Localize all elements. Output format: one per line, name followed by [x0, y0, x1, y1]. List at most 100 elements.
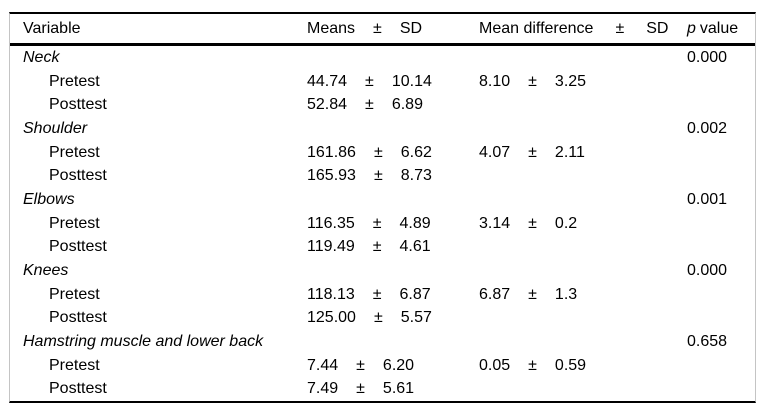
- variable-group-name: Shoulder: [23, 119, 88, 137]
- mean-difference-value: 8.10: [479, 72, 511, 90]
- row-label: Pretest: [49, 143, 100, 161]
- row-label: Posttest: [49, 96, 107, 114]
- measurement-row: Pretest 118.13 ± 6.87 6.87 ± 1.3: [10, 283, 755, 307]
- plus-minus-symbol: ±: [365, 72, 374, 90]
- mean-value: 44.74: [307, 72, 348, 90]
- row-label: Pretest: [49, 285, 100, 303]
- plus-minus-symbol: ±: [373, 19, 382, 37]
- p-value: 0.001: [687, 190, 728, 208]
- means-cell: 118.13 ± 6.87: [307, 286, 479, 304]
- sd-value: 5.61: [382, 380, 415, 398]
- difference-cell: 4.07 ± 2.11: [479, 144, 687, 162]
- difference-cell: 8.10 ± 3.25: [479, 73, 687, 91]
- row-label: Posttest: [49, 380, 107, 398]
- difference-sd-value: 1.3: [554, 285, 578, 303]
- difference-sd-value: 0.59: [554, 356, 587, 374]
- variable-group-name: Knees: [23, 262, 69, 280]
- measurement-row: Pretest 7.44 ± 6.20 0.05 ± 0.59: [10, 354, 755, 378]
- sd-value: 6.62: [400, 143, 432, 161]
- means-cell: 119.49 ± 4.61: [307, 238, 479, 256]
- mean-difference-value: 4.07: [479, 143, 511, 161]
- variable-group-row: Shoulder 0.002: [10, 117, 755, 141]
- sd-value: 6.20: [382, 356, 415, 374]
- difference-sd-value: 0.2: [554, 214, 578, 232]
- means-cell: 7.44 ± 6.20: [307, 357, 479, 375]
- p-value: 0.002: [687, 119, 728, 137]
- variable-group-name: Neck: [23, 48, 60, 66]
- p-symbol: p: [687, 19, 696, 37]
- mean-difference-value: 3.14: [479, 214, 511, 232]
- p-value: 0.000: [687, 48, 728, 66]
- measurement-row: Posttest 52.84 ± 6.89: [10, 93, 755, 117]
- difference-sd-value: 2.11: [554, 143, 585, 161]
- plus-minus-symbol: ±: [528, 72, 537, 90]
- variable-group-row: Neck 0.000: [10, 46, 755, 70]
- measurement-row: Pretest 44.74 ± 10.14 8.10 ± 3.25: [10, 70, 755, 94]
- sd-value: 8.73: [400, 167, 432, 185]
- means-cell: 165.93 ± 8.73: [307, 167, 479, 185]
- plus-minus-symbol: ±: [528, 214, 537, 232]
- sd-value: 6.89: [391, 96, 423, 114]
- sd-value: 5.57: [400, 309, 432, 327]
- means-cell: 44.74 ± 10.14: [307, 73, 479, 91]
- row-label: Posttest: [49, 167, 107, 185]
- measurement-row: Pretest 161.86 ± 6.62 4.07 ± 2.11: [10, 141, 755, 165]
- sd-header-label: SD: [646, 19, 669, 37]
- variable-group-name: Hamstring muscle and lower back: [23, 333, 264, 351]
- plus-minus-symbol: ±: [372, 285, 382, 303]
- measurement-row: Posttest 7.49 ± 5.61: [10, 378, 755, 402]
- plus-minus-symbol: ±: [373, 309, 383, 327]
- plus-minus-symbol: ±: [356, 380, 365, 398]
- sd-value: 10.14: [391, 72, 432, 90]
- mean-value: 165.93: [307, 167, 356, 185]
- table-body: Neck 0.000 Pretest 44.74 ± 10.14 8.10 ± …: [10, 46, 755, 401]
- means-cell: 52.84 ± 6.89: [307, 96, 479, 114]
- mean-difference-header-label: Mean difference: [479, 19, 594, 37]
- means-header-label: Means: [307, 19, 356, 37]
- p-value-label: value: [699, 19, 739, 37]
- mean-value: 119.49: [307, 238, 355, 256]
- sd-value: 6.87: [399, 285, 431, 303]
- measurement-row: Posttest 119.49 ± 4.61: [10, 236, 755, 260]
- difference-cell: 6.87 ± 1.3: [479, 286, 687, 304]
- row-label: Pretest: [49, 356, 100, 374]
- col-header-mean-difference: Mean difference ± SD: [479, 20, 687, 38]
- measurement-row: Pretest 116.35 ± 4.89 3.14 ± 0.2: [10, 212, 755, 236]
- difference-cell: 0.05 ± 0.59: [479, 357, 687, 375]
- measurement-row: Posttest 165.93 ± 8.73: [10, 164, 755, 188]
- means-cell: 161.86 ± 6.62: [307, 144, 479, 162]
- means-cell: 125.00 ± 5.57: [307, 309, 479, 327]
- table-header-row: Variable Means ± SD Mean difference ± SD…: [10, 14, 755, 46]
- mean-difference-value: 6.87: [479, 285, 511, 303]
- plus-minus-symbol: ±: [373, 167, 383, 185]
- mean-difference-value: 0.05: [479, 356, 511, 374]
- plus-minus-symbol: ±: [356, 356, 365, 374]
- means-cell: 116.35 ± 4.89: [307, 215, 479, 233]
- sd-header-label: SD: [399, 19, 423, 37]
- variable-group-row: Knees 0.000: [10, 259, 755, 283]
- difference-cell: 3.14 ± 0.2: [479, 215, 687, 233]
- variable-group-row: Elbows 0.001: [10, 188, 755, 212]
- sd-value: 4.89: [399, 214, 431, 232]
- plus-minus-symbol: ±: [372, 214, 382, 232]
- mean-value: 7.44: [307, 356, 339, 374]
- row-label: Pretest: [49, 72, 100, 90]
- variable-group-row: Hamstring muscle and lower back 0.658: [10, 330, 755, 354]
- plus-minus-symbol: ±: [365, 96, 374, 114]
- row-label: Posttest: [49, 238, 107, 256]
- col-header-p-value: p value: [687, 20, 755, 38]
- plus-minus-symbol: ±: [373, 143, 383, 161]
- col-header-variable: Variable: [23, 19, 81, 37]
- mean-value: 118.13: [307, 285, 355, 303]
- mean-value: 116.35: [307, 214, 355, 232]
- means-cell: 7.49 ± 5.61: [307, 380, 479, 398]
- plus-minus-symbol: ±: [528, 356, 537, 374]
- plus-minus-symbol: ±: [528, 143, 537, 161]
- p-value: 0.658: [687, 333, 728, 351]
- sd-value: 4.61: [399, 238, 431, 256]
- row-label: Posttest: [49, 309, 107, 327]
- row-label: Pretest: [49, 214, 100, 232]
- mean-value: 161.86: [307, 143, 356, 161]
- col-header-means: Means ± SD: [307, 20, 479, 38]
